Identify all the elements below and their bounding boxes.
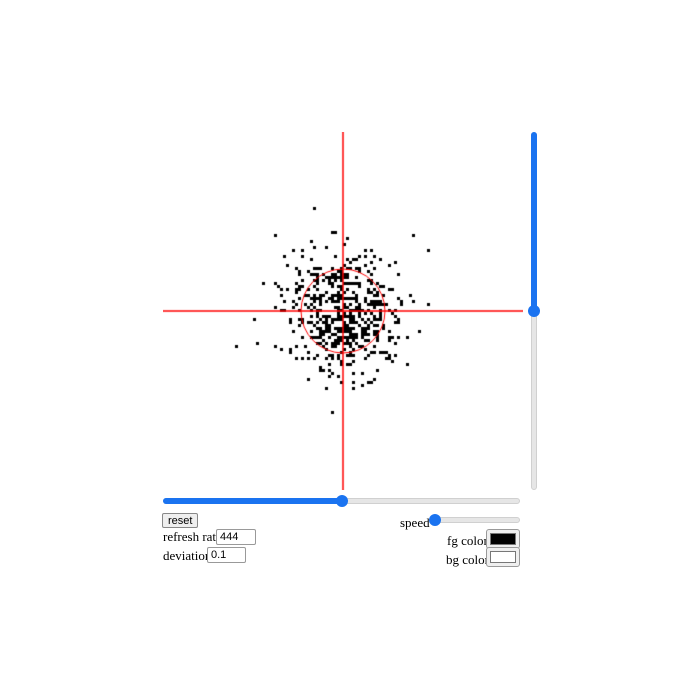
fg-color-label: fg color — [447, 533, 488, 548]
bg-color-label: bg color — [446, 552, 489, 567]
deviation-input[interactable] — [207, 547, 246, 563]
deviation-label: deviation — [163, 548, 212, 563]
reset-button[interactable]: reset — [162, 513, 199, 528]
scatter-canvas — [163, 132, 523, 490]
fg-color-picker[interactable] — [486, 529, 520, 549]
bg-color-picker[interactable] — [486, 547, 520, 567]
refresh-rate-input[interactable] — [216, 529, 256, 545]
refresh-rate-label: refresh rate — [163, 529, 222, 544]
speed-label: speed — [400, 515, 430, 530]
